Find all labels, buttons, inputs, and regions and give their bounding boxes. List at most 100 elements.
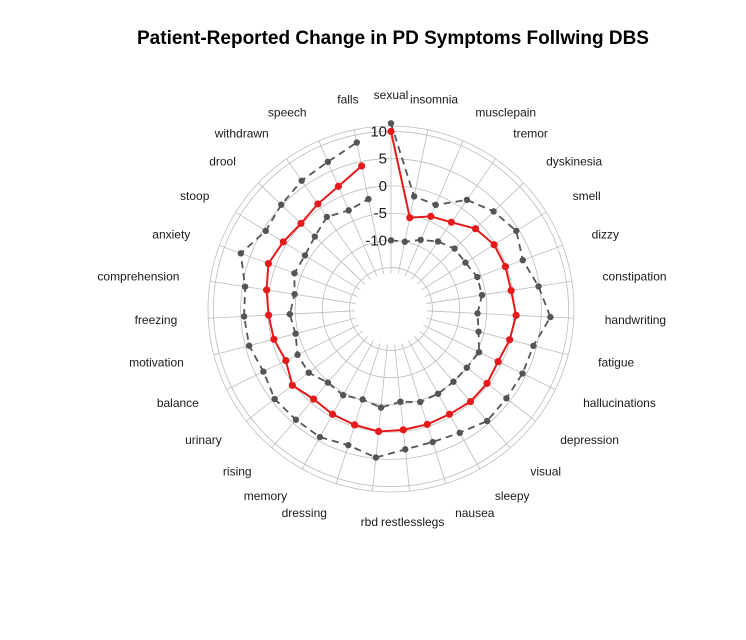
category-label-sexual: sexual xyxy=(374,88,409,102)
grid-spoke xyxy=(271,336,368,449)
radial-tick-labels: 10 5 0 -5 -10 xyxy=(365,123,387,249)
radial-tick-label: 0 xyxy=(379,178,387,195)
data-point-insomnia xyxy=(410,193,418,200)
data-point-dyskinesia xyxy=(451,245,458,252)
data-point-dizzy xyxy=(474,273,481,281)
data-point-speech xyxy=(334,182,342,190)
grid-spoke xyxy=(401,343,447,484)
data-point-musclepain xyxy=(427,212,435,220)
data-point-rising xyxy=(310,395,318,403)
data-point-tremor xyxy=(463,196,471,204)
data-point-hallucinations xyxy=(519,370,526,377)
data-point-sleepy xyxy=(456,429,463,437)
series-2 xyxy=(263,127,520,436)
grid-spoke xyxy=(258,182,366,285)
radial-tick-label: 10 xyxy=(370,123,387,140)
category-label-memory: memory xyxy=(244,489,287,503)
category-label-nausea: nausea xyxy=(455,506,495,520)
data-point-sexual xyxy=(387,120,395,127)
data-point-sleepy xyxy=(445,410,454,418)
grid-spoke xyxy=(397,129,429,274)
data-point-restlesslegs xyxy=(399,426,407,434)
radial-tick-label: -5 xyxy=(374,205,387,222)
grid-spoke xyxy=(423,324,556,390)
grid-spoke xyxy=(235,211,361,291)
data-point-memory xyxy=(328,410,337,418)
series-1 xyxy=(286,195,486,411)
category-label-smell: smell xyxy=(573,189,601,203)
data-point-stoop xyxy=(301,252,309,259)
category-label-freezing: freezing xyxy=(135,313,178,327)
data-point-sexual xyxy=(387,127,395,136)
data-point-stoop xyxy=(279,238,287,246)
chart-title: Patient-Reported Change in PD Symptoms F… xyxy=(137,28,649,49)
data-point-depression xyxy=(483,379,491,387)
series-line xyxy=(239,123,552,459)
grid-spoke xyxy=(301,340,374,470)
data-point-tremor xyxy=(447,218,455,226)
data-point-handwriting xyxy=(512,311,520,319)
data-point-nausea xyxy=(423,420,431,428)
data-point-motivation xyxy=(270,335,278,343)
data-point-anxiety xyxy=(237,250,245,257)
radial-tick-label: -10 xyxy=(365,232,387,249)
data-point-stoop xyxy=(262,227,269,235)
data-point-withdrawn xyxy=(298,177,305,184)
category-label-dizzy: dizzy xyxy=(592,228,619,242)
grid-spoke xyxy=(372,344,388,492)
data-point-memory xyxy=(316,433,324,441)
data-point-freezing xyxy=(240,313,248,320)
category-label-restlesslegs: restlesslegs xyxy=(381,515,444,529)
data-point-balance xyxy=(260,368,267,375)
data-point-dressing xyxy=(345,441,352,449)
grid-spoke xyxy=(421,211,547,291)
grid-spoke xyxy=(424,245,563,297)
data-point-falls xyxy=(365,195,372,203)
category-label-depression: depression xyxy=(560,433,619,447)
data-point-motivation xyxy=(245,342,253,349)
grid-spoke xyxy=(419,330,536,422)
grid-spoke xyxy=(394,344,410,492)
data-point-fatigue xyxy=(475,328,482,335)
category-label-insomnia: insomnia xyxy=(410,92,458,106)
grid-spoke xyxy=(210,280,356,304)
data-point-handwriting xyxy=(547,313,554,321)
radar-series xyxy=(237,120,554,461)
data-point-handwriting xyxy=(474,310,481,317)
category-label-motivation: motivation xyxy=(129,356,184,370)
data-point-rbd xyxy=(372,454,380,461)
data-point-depression xyxy=(463,364,471,371)
data-point-freezing xyxy=(264,311,273,319)
data-point-sleepy xyxy=(434,390,442,397)
series-0 xyxy=(237,120,554,461)
grid-spoke xyxy=(226,324,359,390)
radial-tick-label: 5 xyxy=(379,151,387,168)
data-point-visual xyxy=(466,397,475,406)
data-point-visual xyxy=(450,378,457,385)
data-point-depression xyxy=(503,395,510,402)
data-point-constipation xyxy=(478,291,486,299)
category-label-falls: falls xyxy=(337,92,358,106)
series-line xyxy=(288,198,483,409)
grid-spoke xyxy=(246,330,363,422)
data-point-dyskinesia xyxy=(490,208,497,215)
data-point-dressing xyxy=(359,396,366,403)
data-point-falls xyxy=(358,162,366,170)
data-point-insomnia xyxy=(406,214,414,222)
category-label-dressing: dressing xyxy=(282,506,327,520)
grid-spoke xyxy=(425,317,569,356)
category-label-rising: rising xyxy=(223,464,252,478)
data-point-musclepain xyxy=(417,236,424,244)
grid-ring xyxy=(349,267,433,351)
data-point-nausea xyxy=(429,438,436,446)
data-point-constipation xyxy=(507,287,515,295)
grid-spoke xyxy=(426,280,572,304)
data-point-urinary xyxy=(288,381,296,389)
data-point-withdrawn xyxy=(323,213,331,221)
data-point-drool xyxy=(311,233,318,240)
data-point-rising xyxy=(324,379,332,386)
data-point-smell xyxy=(490,241,498,249)
data-point-visual xyxy=(483,417,491,425)
grid-spoke xyxy=(335,343,381,484)
data-point-balance xyxy=(294,351,301,359)
